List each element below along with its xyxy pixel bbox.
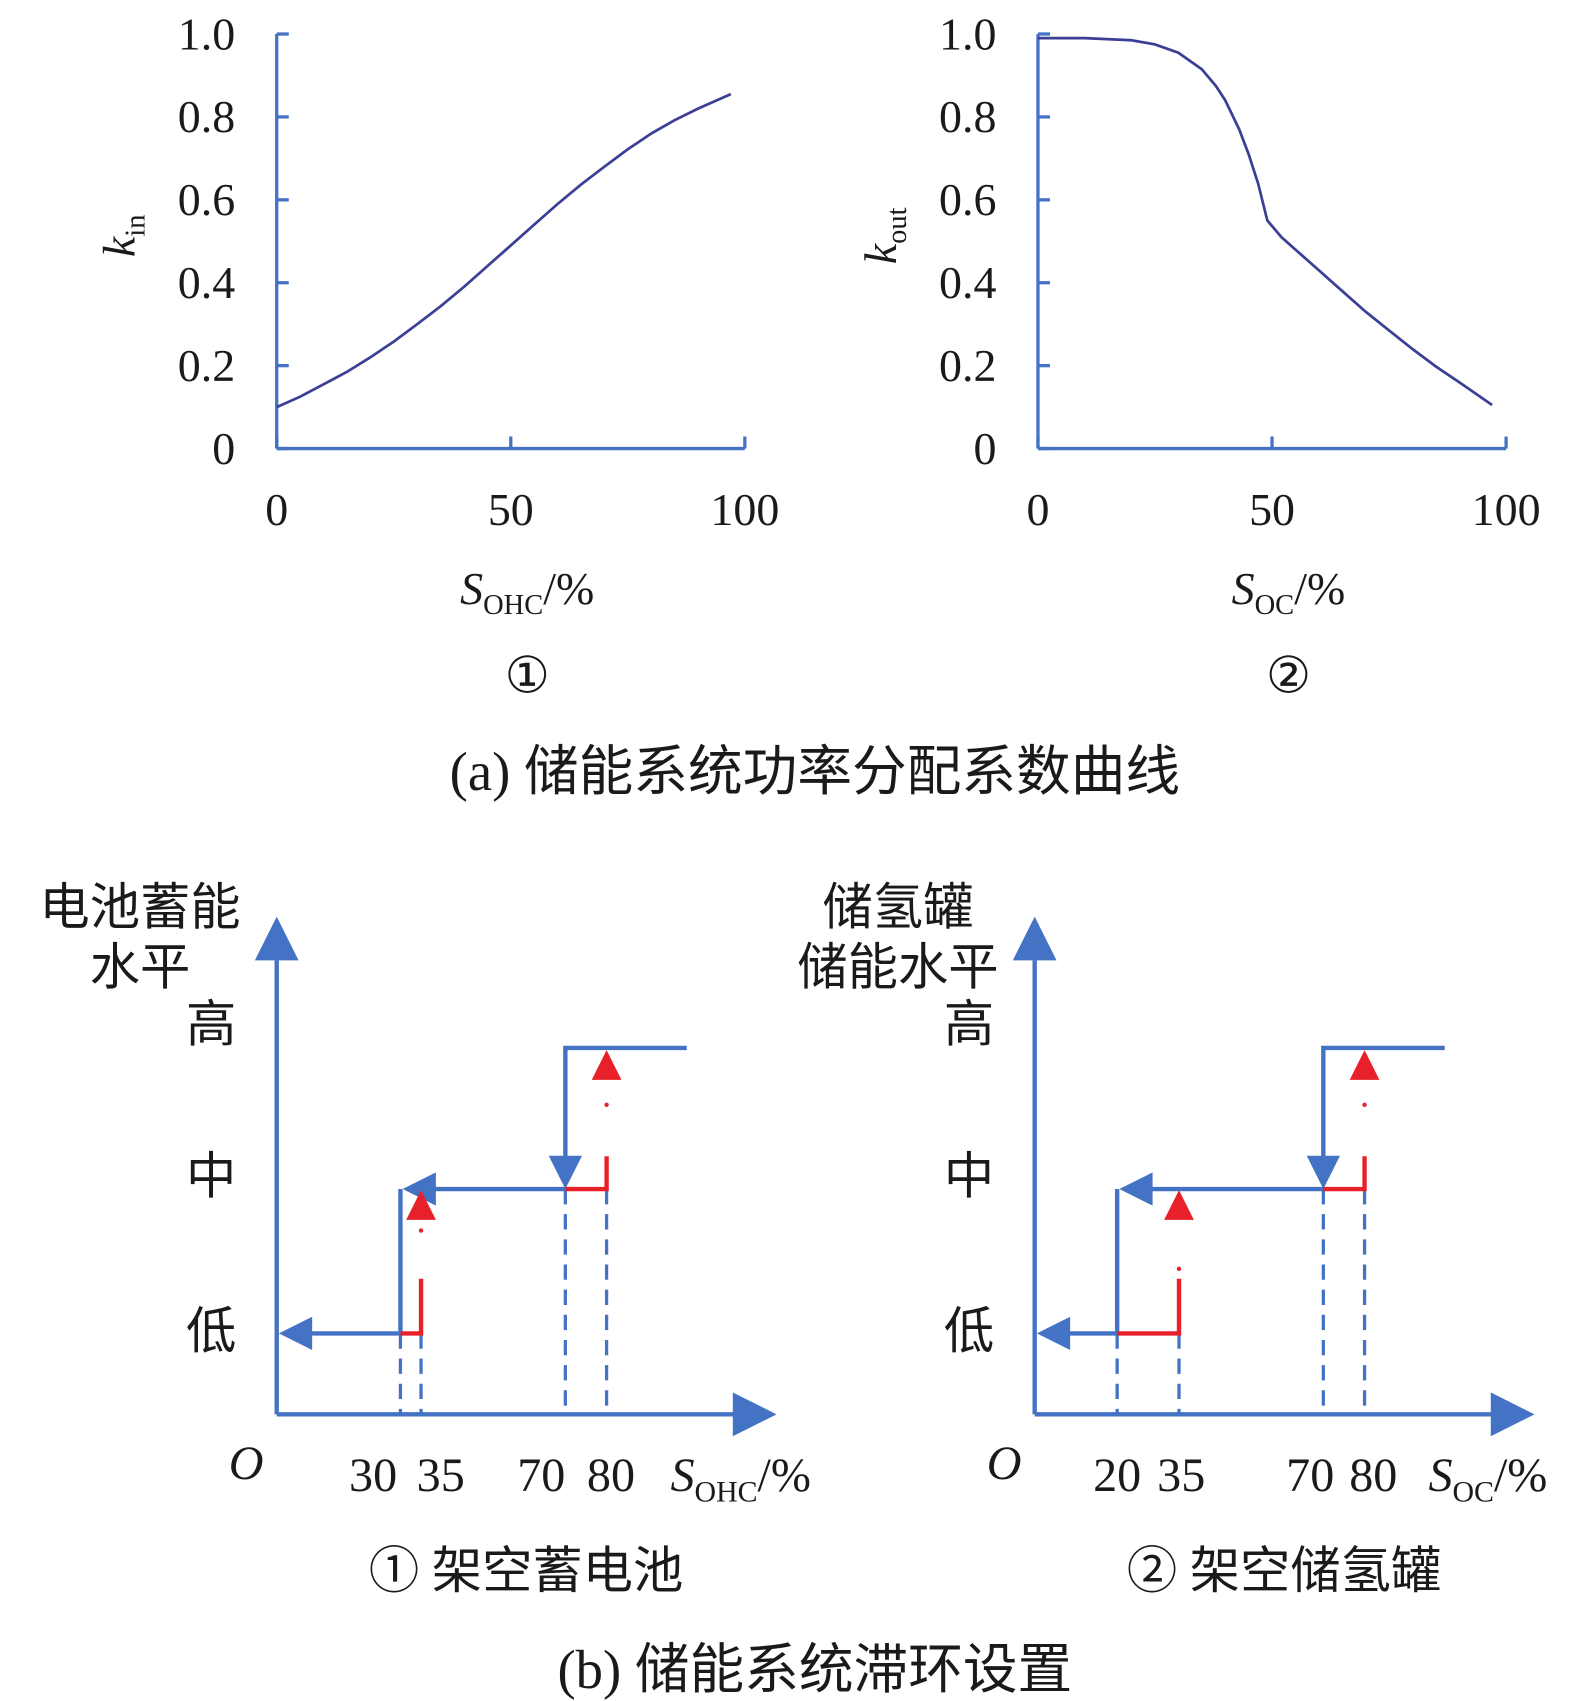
level-label: 中 [944, 1148, 994, 1204]
charge-dot [604, 1102, 609, 1107]
y-tick-label: 1.0 [939, 8, 996, 59]
arrow-down-icon [548, 1155, 582, 1190]
data-series-line [276, 92, 732, 409]
origin-label: O [987, 1437, 1022, 1490]
discharge-path-low [1067, 1189, 1120, 1336]
y-axis-label: kout [855, 207, 913, 264]
charge-dot [1176, 1266, 1182, 1272]
red-arrow-up-icon [406, 1190, 436, 1220]
x-axis-label: SOC/% [1232, 563, 1346, 621]
x-axis-label: SOC/% [1428, 1449, 1547, 1509]
panel-label: ② 架空储氢罐 [1127, 1543, 1441, 1599]
y-tick-label: 0.2 [939, 340, 996, 391]
power-distribution-charts: 00.20.40.60.81.00 50 100kinSOHC/%①00.20.40… [94, 8, 1541, 703]
y-axis-arrow-icon [1012, 916, 1057, 961]
red-arrow-up-icon [591, 1050, 622, 1080]
y-tick-label: 0 [212, 423, 235, 474]
data-series-line [1037, 36, 1493, 407]
level-label: 高 [186, 996, 236, 1052]
x-tick-label: 0 [1026, 484, 1049, 535]
panel-label: ① 架空蓄电池 [369, 1543, 683, 1599]
y-tick-label: 0.8 [178, 91, 235, 142]
x-axis-arrow-icon [1490, 1392, 1535, 1437]
x-axis-label: SOHC/% [460, 563, 594, 621]
level-label: 低 [944, 1304, 994, 1360]
y-tick-label: 0 [973, 423, 996, 474]
y-tick-label: 0.6 [178, 174, 235, 225]
origin-label: O [229, 1437, 264, 1490]
discharge-path-high [563, 1045, 687, 1157]
y-tick-label: 1.0 [178, 8, 235, 59]
y-tick-label: 0.2 [178, 340, 235, 391]
arrow-down-icon [1306, 1155, 1340, 1190]
x-tick-label: 80 [1349, 1449, 1397, 1502]
y-axis-arrow-icon [254, 916, 299, 961]
caption-a: (a) 储能系统功率分配系数曲线 [450, 741, 1180, 802]
charge-dot [1362, 1102, 1367, 1107]
charge-path-low [1117, 1278, 1182, 1336]
charge-path-low [400, 1278, 424, 1336]
level-label: 高 [944, 996, 994, 1052]
level-label: 中 [186, 1148, 236, 1204]
y-tick-label: 0.8 [939, 91, 996, 142]
x-tick-label: 50 [488, 484, 534, 535]
y-tick-label: 0.4 [178, 257, 235, 308]
caption-b: (b) 储能系统滞环设置 [557, 1639, 1072, 1700]
x-tick-label: 80 [587, 1449, 635, 1502]
x-axis-label: SOHC/% [670, 1449, 811, 1509]
arrow-left-icon [1119, 1172, 1153, 1206]
x-tick-label: 35 [417, 1449, 465, 1502]
y-axis-label-line: 水平 [90, 939, 191, 995]
x-tick-label: 70 [517, 1449, 565, 1502]
y-axis-label-line: 储能水平 [797, 939, 998, 995]
x-axis-arrow-icon [732, 1392, 777, 1437]
y-axis-label-line: 电池蓄能 [39, 879, 240, 935]
x-tick-label: 100 [1472, 484, 1541, 535]
y-axis-label-line: 储氢罐 [823, 879, 974, 935]
arrow-left-icon [1036, 1316, 1071, 1351]
charge-dot [418, 1228, 424, 1233]
x-tick-label: 30 [349, 1449, 397, 1502]
panel-label: ① [505, 647, 550, 703]
charge-path-mid [1323, 1156, 1367, 1192]
y-tick-label: 0.4 [939, 257, 996, 308]
level-label: 低 [186, 1304, 236, 1360]
chart-1: 0 0.2 0.4 0.6 0.8 1.0 0 50 100 kin SOHC/% ① [94, 8, 780, 703]
y-axis-label: kin [94, 215, 152, 258]
red-arrow-up-icon [1349, 1050, 1380, 1080]
arrow-left-icon [402, 1172, 436, 1206]
arrow-left-icon [278, 1316, 313, 1351]
x-tick-label: 20 [1093, 1449, 1141, 1502]
x-tick-label: 70 [1286, 1449, 1334, 1502]
discharge-path-low [309, 1189, 403, 1336]
chart-2: 0 0.2 0.4 0.6 0.8 1.0 0 50 100 kout SOC/% ② [855, 8, 1541, 703]
x-tick-label: 35 [1157, 1449, 1205, 1502]
panel-label: ② [1266, 647, 1311, 703]
red-arrow-up-icon [1164, 1190, 1194, 1220]
y-tick-label: 0.6 [939, 174, 996, 225]
discharge-path-high [1321, 1045, 1445, 1157]
charge-path-mid [565, 1156, 609, 1192]
x-tick-label: 50 [1249, 484, 1295, 535]
x-tick-label: 0 [265, 484, 288, 535]
x-tick-label: 100 [710, 484, 779, 535]
